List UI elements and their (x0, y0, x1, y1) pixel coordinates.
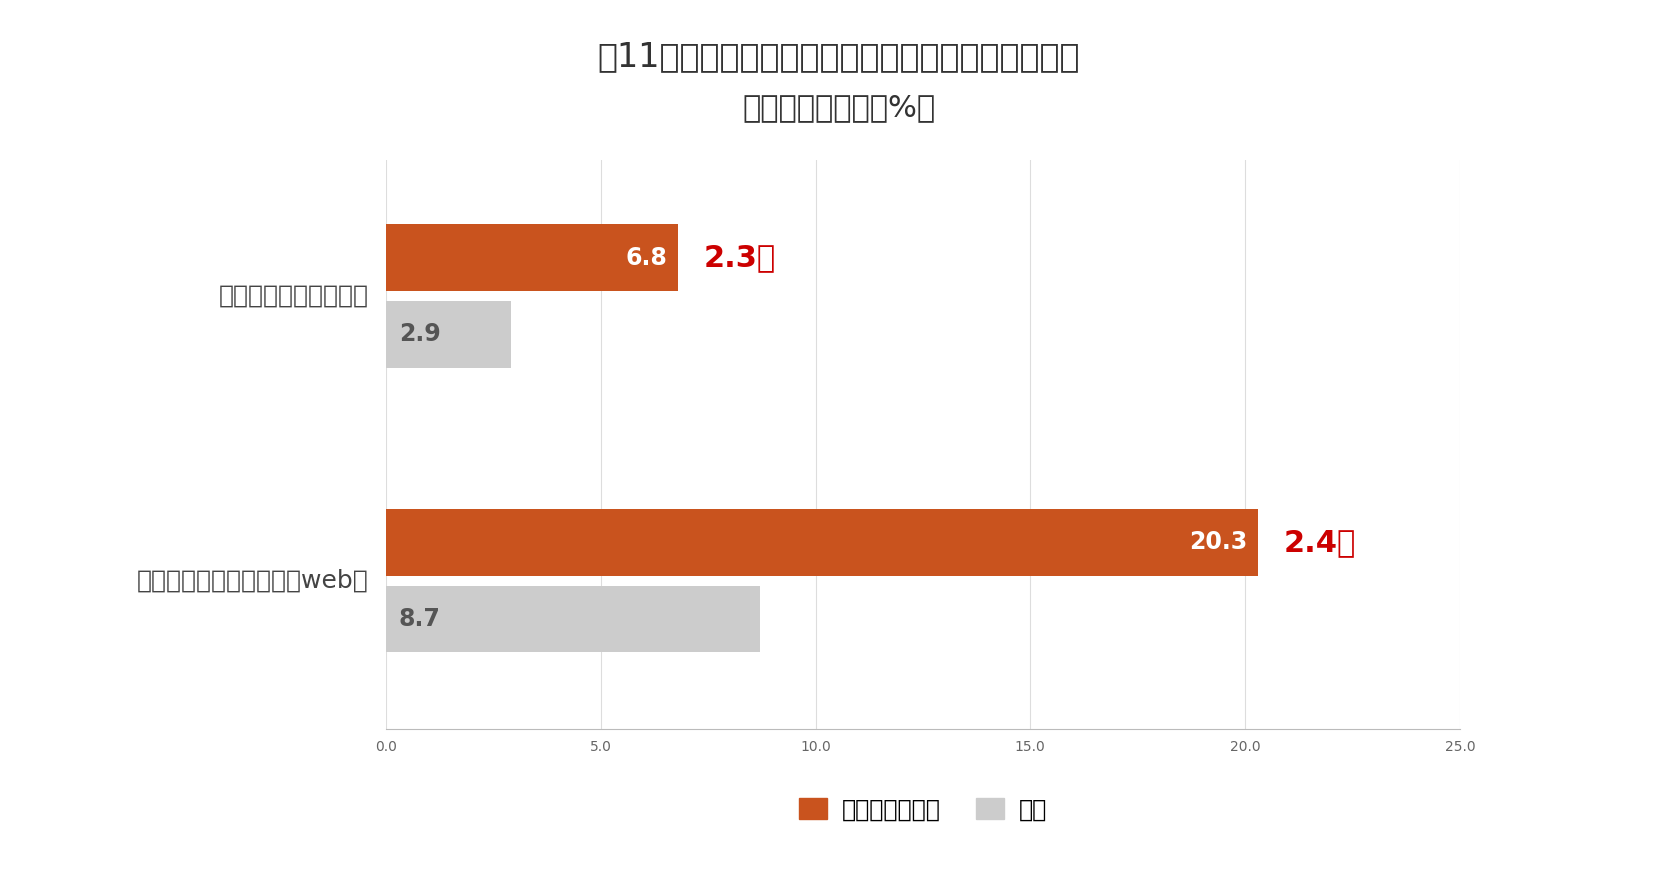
Text: 2.4倍: 2.4倍 (1284, 528, 1356, 557)
Text: 2.9: 2.9 (399, 323, 441, 347)
Text: スポーツ観戦（現地）: スポーツ観戦（現地） (218, 284, 369, 308)
Text: 8.7: 8.7 (399, 607, 441, 631)
Bar (386, 224, 678, 291)
Bar (386, 509, 1258, 575)
Text: 図11：リカバリー行動としてのスポーツ観戦実施率: 図11：リカバリー行動としてのスポーツ観戦実施率 (597, 40, 1081, 73)
Legend: スポーツファン, 全体: スポーツファン, 全体 (790, 788, 1055, 831)
Text: 6.8: 6.8 (626, 245, 668, 269)
Bar (386, 301, 510, 368)
Text: 20.3: 20.3 (1190, 530, 1247, 554)
Text: 【女性】（単位：%）: 【女性】（単位：%） (742, 93, 936, 123)
Text: スポーツ観戦（テレビ、web）: スポーツ観戦（テレビ、web） (138, 569, 369, 593)
Bar (386, 586, 760, 653)
Text: 2.3倍: 2.3倍 (703, 244, 775, 272)
